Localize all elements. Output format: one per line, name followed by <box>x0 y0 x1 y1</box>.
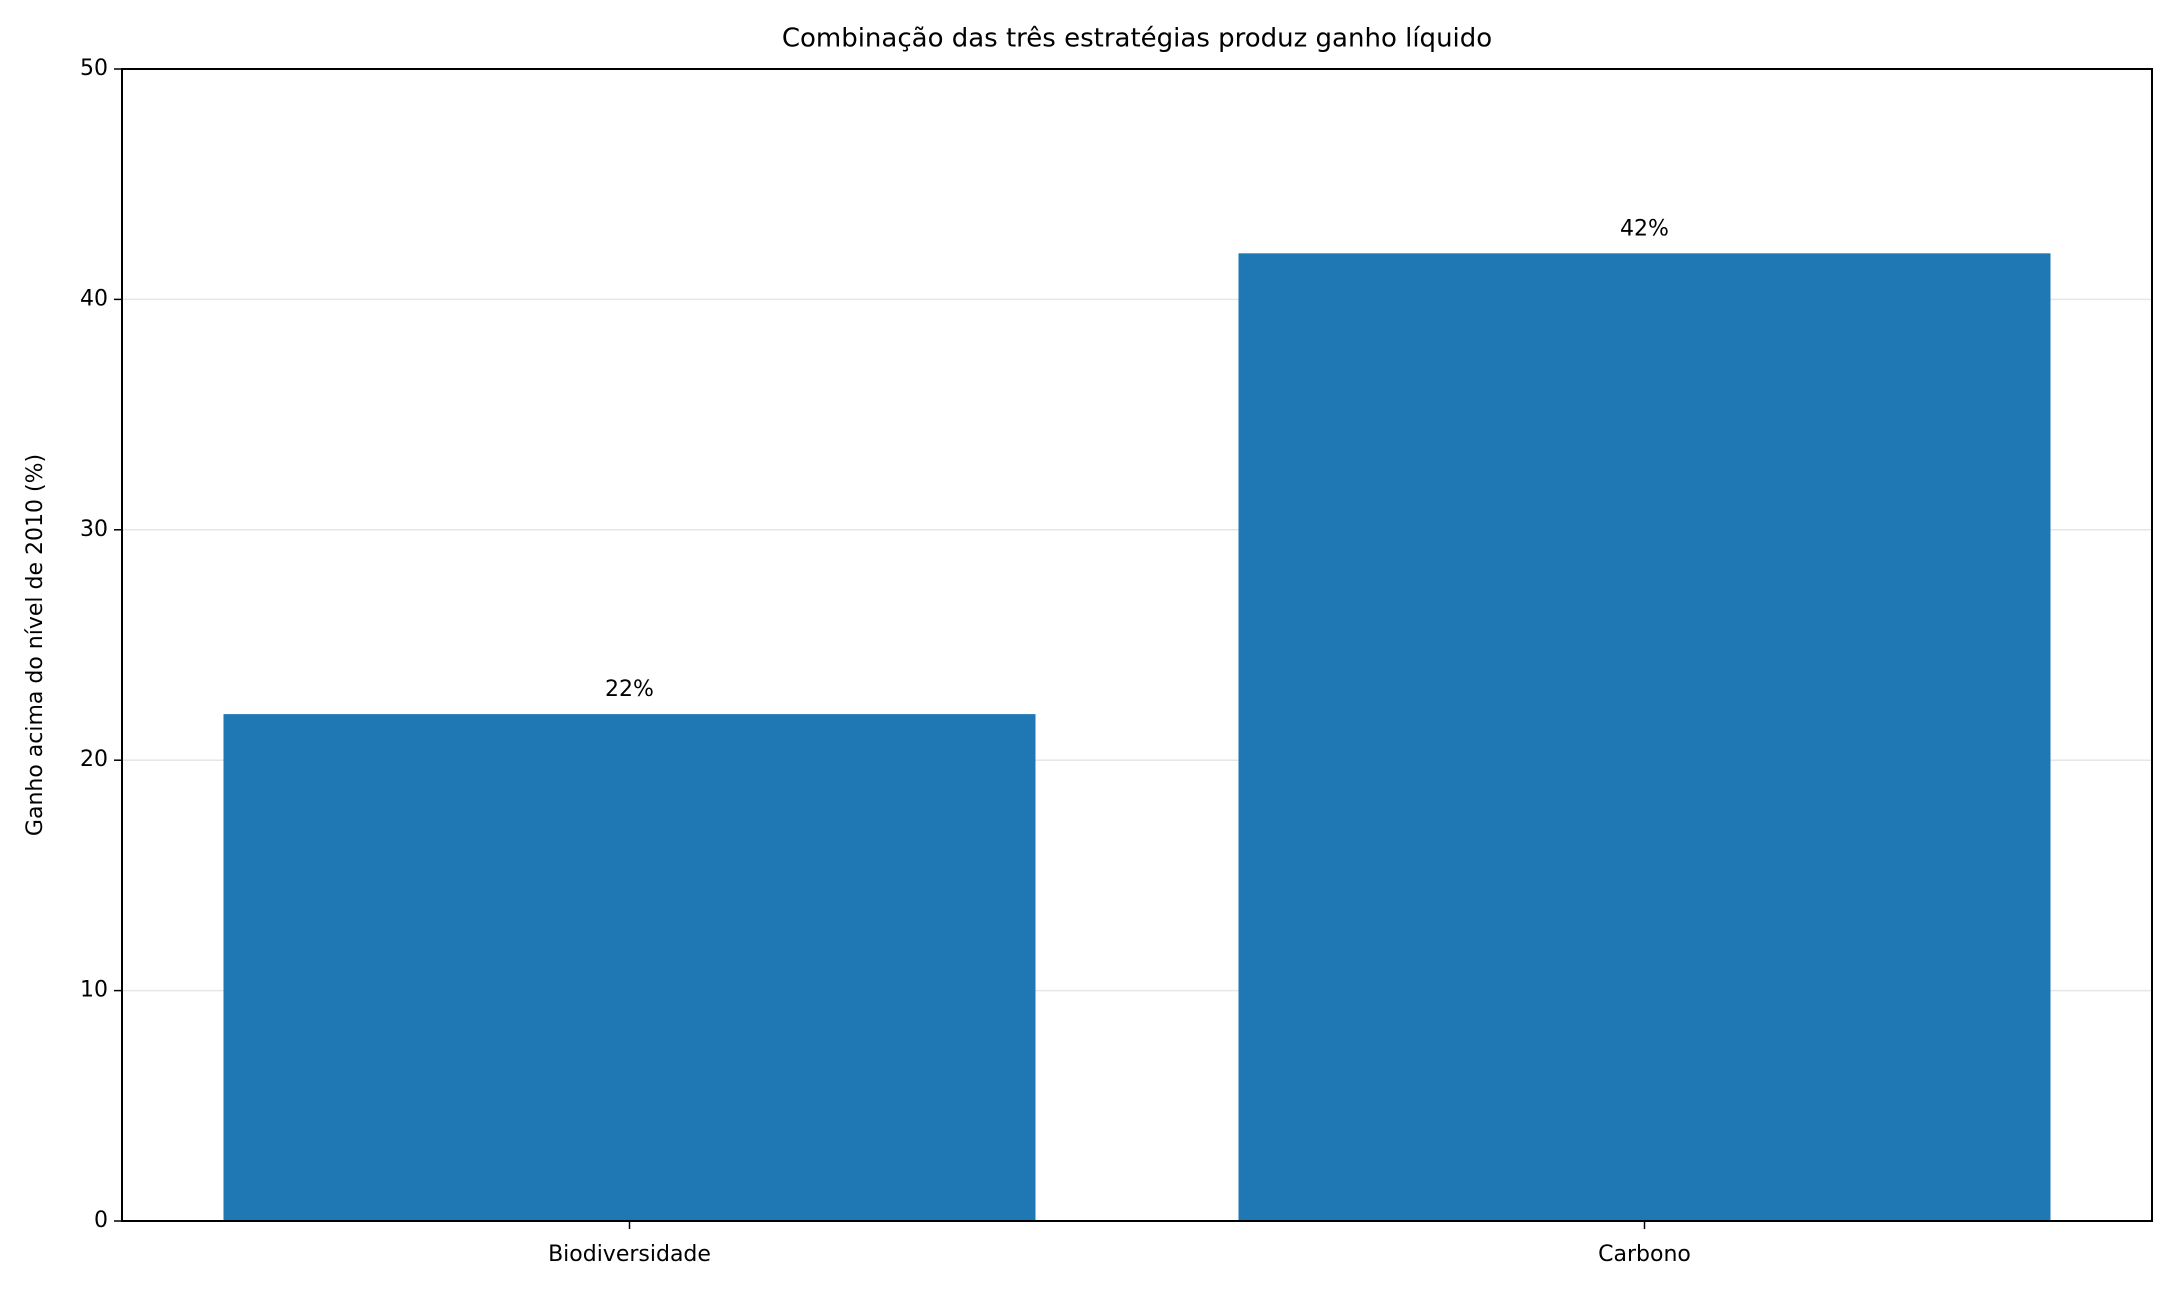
bar <box>1238 253 2051 1221</box>
y-tick-label: 0 <box>94 1208 108 1233</box>
x-tick-label: Carbono <box>1598 1242 1691 1267</box>
value-label: 42% <box>1620 216 1669 241</box>
value-label: 22% <box>605 677 654 702</box>
y-tick-label: 10 <box>80 978 108 1003</box>
y-tick-label: 40 <box>80 286 108 311</box>
y-tick-label: 30 <box>80 517 108 542</box>
plot-frame <box>121 68 2153 1222</box>
bar <box>223 714 1036 1221</box>
chart-title: Combinação das três estratégias produz g… <box>782 24 1492 54</box>
y-tick-label: 20 <box>80 747 108 772</box>
x-tick-label: Biodiversidade <box>548 1242 711 1267</box>
y-axis-label: Ganho acima do nível de 2010 (%) <box>23 454 48 836</box>
y-tick-label: 50 <box>80 56 108 81</box>
